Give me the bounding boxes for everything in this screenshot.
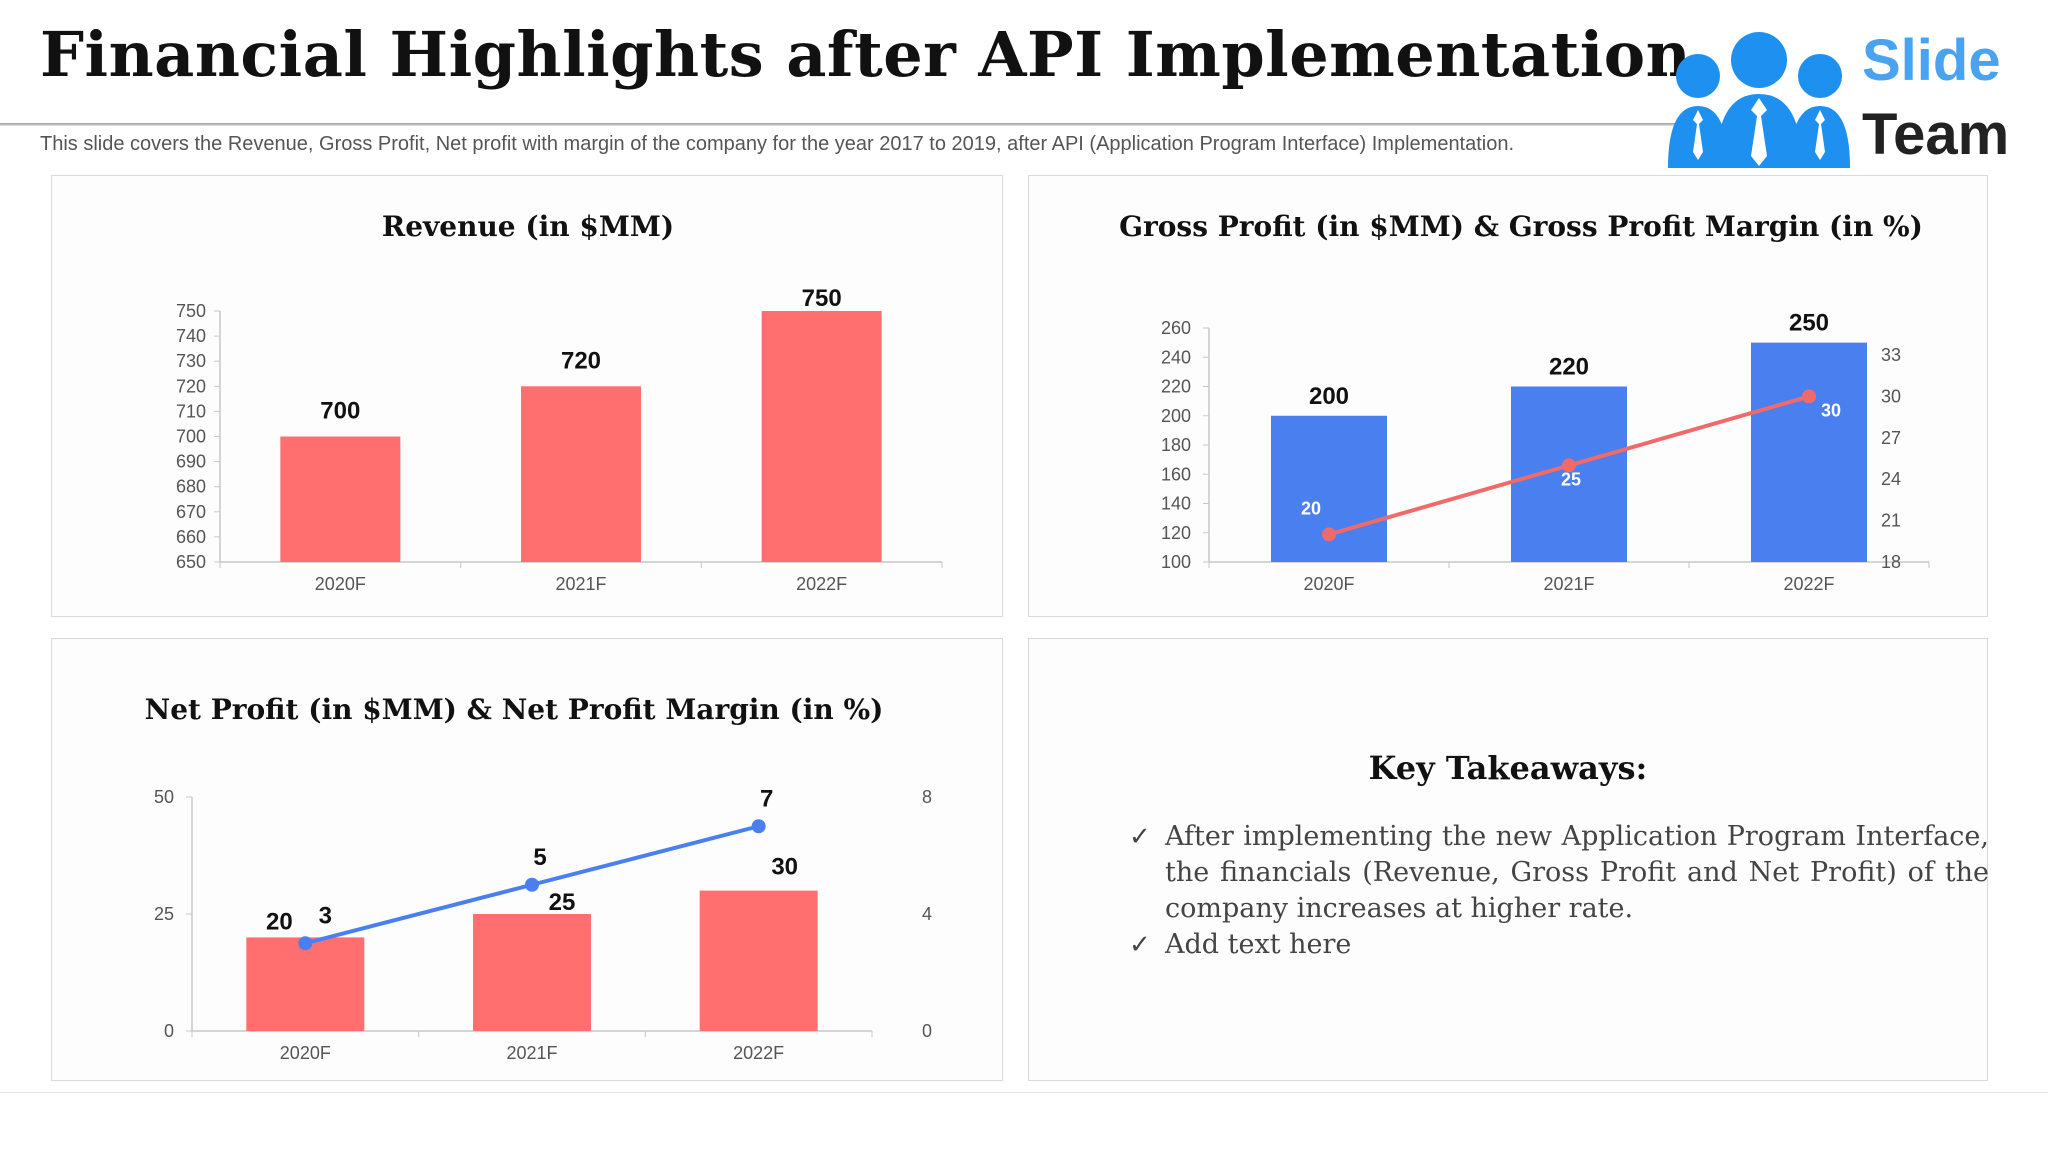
y-tick-label: 140	[1161, 494, 1191, 514]
y2-tick-label: 8	[922, 787, 932, 807]
x-tick-label: 2022F	[733, 1043, 784, 1063]
bar	[473, 914, 591, 1031]
y-tick-label: 120	[1161, 523, 1191, 543]
revenue-chart: Revenue (in $MM) 650 660 670 680 690 700 710 720…	[176, 210, 943, 594]
line-point	[751, 819, 766, 834]
x-tick-label: 2021F	[555, 574, 606, 594]
y-tick-label: 650	[176, 552, 206, 572]
bar-value-label: 200	[1309, 383, 1349, 410]
slideteam-logo: Slide Team	[1660, 28, 2020, 168]
y2-tick-label: 18	[1881, 552, 1901, 572]
x-tick-label: 2020F	[280, 1043, 331, 1063]
logo-word-team: Team	[1862, 102, 2010, 167]
y-tick-label: 680	[176, 477, 206, 497]
y-tick-label: 240	[1161, 347, 1191, 367]
key-takeaways-title: Key Takeaways:	[1368, 749, 1648, 787]
bar-value-label: 220	[1549, 354, 1589, 381]
line-value-label: 3	[319, 902, 332, 929]
x-tick-label: 2020F	[1303, 574, 1354, 594]
net-profit-chart: Net Profit (in $MM) & Net Profit Margin …	[145, 693, 932, 1063]
bar-value-label: 750	[802, 285, 842, 312]
y-tick-label: 690	[176, 452, 206, 472]
revenue-chart-panel: Revenue (in $MM) 650 660 670 680 690 700 710 720…	[51, 175, 1003, 617]
line-point	[1802, 389, 1816, 404]
bar	[280, 436, 401, 562]
takeaway-item: ✓ Add text here	[1129, 927, 1989, 963]
y2-tick-label: 30	[1881, 386, 1901, 406]
line-value-label: 7	[760, 785, 773, 812]
y-tick-label: 25	[154, 904, 174, 924]
chart-title: Gross Profit (in $MM) & Gross Profit Mar…	[1119, 210, 1923, 243]
y-tick-label: 730	[176, 351, 206, 371]
gross-profit-chart-panel: Gross Profit (in $MM) & Gross Profit Mar…	[1028, 175, 1988, 617]
line-value-label: 5	[533, 844, 546, 871]
page-title: Financial Highlights after API Implement…	[40, 18, 1692, 91]
key-takeaways-list: ✓ After implementing the new Application…	[1129, 819, 1989, 963]
gross-profit-chart: Gross Profit (in $MM) & Gross Profit Mar…	[1119, 210, 1930, 594]
line-value-label: 25	[1561, 469, 1581, 489]
y2-tick-label: 27	[1881, 428, 1901, 448]
bar	[1751, 342, 1867, 562]
y2-tick-label: 21	[1881, 511, 1901, 531]
x-tick-label: 2022F	[1783, 574, 1834, 594]
bar-value-label: 25	[549, 889, 576, 916]
y-tick-label: 700	[176, 427, 206, 447]
line-point	[1322, 527, 1336, 542]
key-takeaways-panel: Key Takeaways: ✓ After implementing the …	[1028, 638, 1989, 1081]
y2-tick-label: 0	[922, 1021, 932, 1041]
bar	[246, 937, 365, 1031]
line-value-label: 20	[1301, 498, 1321, 518]
x-tick-label: 2022F	[796, 574, 847, 594]
takeaway-item: ✓ After implementing the new Application…	[1129, 819, 1989, 927]
line-value-label: 30	[1821, 400, 1841, 420]
takeaway-text: Add text here	[1165, 929, 1352, 960]
title-divider	[0, 123, 1690, 126]
chart-title: Revenue (in $MM)	[382, 210, 674, 243]
y-tick-label: 200	[1161, 406, 1191, 426]
y-tick-label: 180	[1161, 435, 1191, 455]
checkmark-icon: ✓	[1129, 930, 1151, 960]
y-tick-label: 260	[1161, 318, 1191, 338]
y2-tick-label: 33	[1881, 345, 1901, 365]
bar-value-label: 700	[320, 398, 360, 425]
chart-title: Net Profit (in $MM) & Net Profit Margin …	[145, 693, 884, 726]
y-tick-label: 160	[1161, 464, 1191, 484]
y-tick-label: 220	[1161, 377, 1191, 397]
page-subtitle: This slide covers the Revenue, Gross Pro…	[40, 133, 1515, 155]
y-tick-label: 670	[176, 502, 206, 522]
line-point	[1562, 458, 1576, 473]
bar-value-label: 250	[1789, 310, 1829, 337]
x-tick-label: 2020F	[315, 574, 366, 594]
y-tick-label: 720	[176, 376, 206, 396]
bar-value-label: 30	[771, 854, 798, 881]
bar	[761, 311, 882, 562]
takeaway-text: After implementing the new Application P…	[1165, 821, 1989, 924]
line-point	[298, 936, 313, 951]
checkmark-icon: ✓	[1129, 822, 1151, 852]
bar-value-label: 20	[266, 908, 293, 935]
x-tick-label: 2021F	[1543, 574, 1594, 594]
y-tick-label: 710	[176, 401, 206, 421]
x-tick-label: 2021F	[506, 1043, 557, 1063]
y-tick-label: 660	[176, 527, 206, 547]
y-tick-label: 50	[154, 787, 174, 807]
y-tick-label: 100	[1161, 552, 1191, 572]
line-point	[525, 877, 539, 892]
footer-divider	[0, 1092, 2048, 1093]
logo-word-slide: Slide	[1862, 28, 2001, 93]
bar	[521, 386, 641, 562]
y2-tick-label: 4	[922, 904, 932, 924]
y-tick-label: 750	[176, 301, 206, 321]
bar	[1511, 386, 1627, 562]
y-tick-label: 740	[176, 326, 206, 346]
y-tick-label: 0	[164, 1021, 174, 1041]
bar-value-label: 720	[561, 347, 601, 374]
people-icon	[1668, 32, 1850, 168]
bar	[699, 890, 818, 1031]
y2-tick-label: 24	[1881, 469, 1901, 489]
net-profit-chart-panel: Net Profit (in $MM) & Net Profit Margin …	[51, 638, 1003, 1081]
